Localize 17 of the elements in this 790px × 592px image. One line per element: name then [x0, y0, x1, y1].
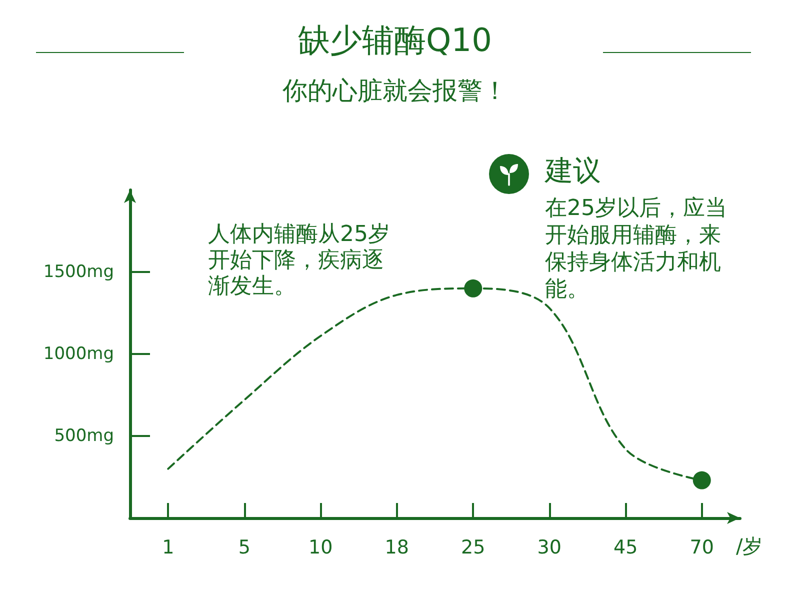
text: 建议	[545, 153, 601, 189]
x-tick-label: 18	[384, 536, 409, 558]
x-tick-label: 45	[614, 536, 638, 558]
chart-title: 缺少辅酶Q10	[298, 21, 492, 59]
x-tick-label: 30	[537, 536, 562, 558]
x-tick-label: 5	[238, 536, 250, 558]
y-tick-label: 500mg	[54, 426, 114, 446]
x-tick-label: 1	[162, 536, 174, 558]
x-tick-label: 25	[461, 536, 486, 558]
x-tick-label: 70	[690, 536, 714, 558]
annotation: 在25岁以后，应当开始服用辅酶，来保持身体活力和机能。	[545, 195, 728, 303]
x-tick-label: 10	[308, 536, 333, 558]
y-tick-label: 1500mg	[43, 262, 114, 282]
y-tick-label: 1000mg	[43, 344, 114, 364]
chart-subtitle: 你的心脏就会报警！	[282, 76, 508, 105]
annotation: 人体内辅酶从25岁开始下降，疾病逐渐发生。	[208, 222, 391, 300]
x-axis-title: /岁	[736, 534, 763, 558]
